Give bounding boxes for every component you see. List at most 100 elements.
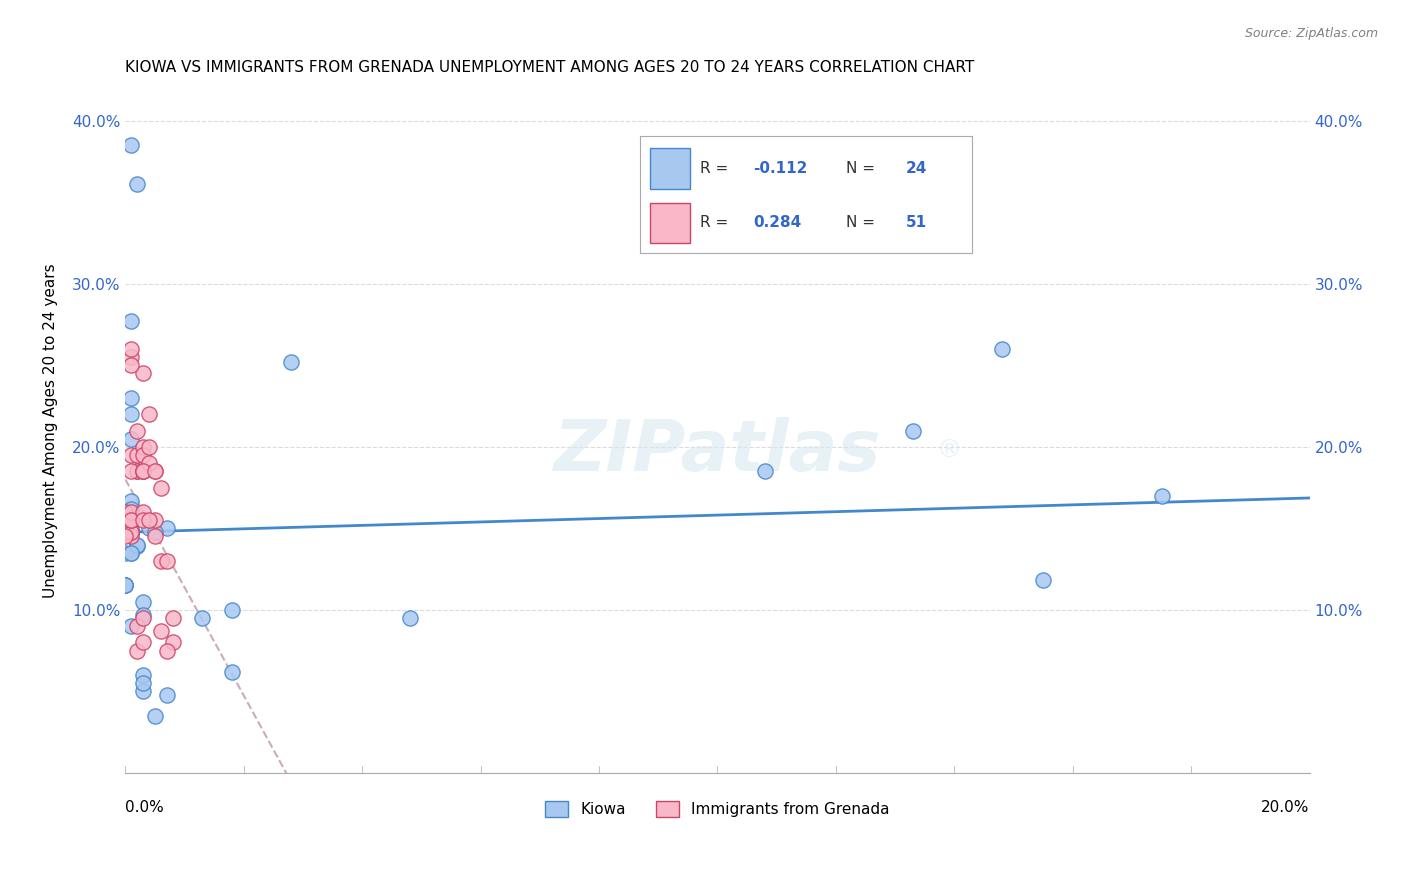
Point — [127, 538, 149, 552]
Point — [127, 424, 149, 438]
Point — [143, 513, 166, 527]
Point — [221, 603, 243, 617]
Point — [120, 513, 142, 527]
Point — [120, 359, 142, 373]
Text: Source: ZipAtlas.com: Source: ZipAtlas.com — [1244, 27, 1378, 40]
Text: 0.0%: 0.0% — [125, 800, 165, 815]
Point — [120, 493, 142, 508]
Point — [191, 611, 214, 625]
Point — [138, 407, 160, 421]
Point — [280, 355, 302, 369]
Point — [114, 578, 136, 592]
Point — [114, 513, 136, 527]
Point — [138, 440, 160, 454]
Point — [114, 505, 136, 519]
Point — [138, 521, 160, 535]
Point — [127, 643, 149, 657]
Point — [120, 524, 142, 539]
Point — [127, 464, 149, 478]
Point — [120, 524, 142, 539]
Point — [120, 501, 142, 516]
Point — [132, 594, 155, 608]
Point — [120, 448, 142, 462]
Point — [114, 524, 136, 539]
Point — [120, 513, 142, 527]
Point — [156, 554, 179, 568]
Point — [990, 342, 1012, 356]
Point — [143, 524, 166, 539]
Point — [127, 464, 149, 478]
Point — [120, 524, 142, 539]
Point — [114, 578, 136, 592]
Point — [143, 529, 166, 543]
Legend: Kiowa, Immigrants from Grenada: Kiowa, Immigrants from Grenada — [538, 795, 896, 823]
Text: KIOWA VS IMMIGRANTS FROM GRENADA UNEMPLOYMENT AMONG AGES 20 TO 24 YEARS CORRELAT: KIOWA VS IMMIGRANTS FROM GRENADA UNEMPLO… — [125, 60, 974, 75]
Point — [754, 464, 776, 478]
Point — [132, 505, 155, 519]
Point — [120, 513, 142, 527]
Point — [120, 464, 142, 478]
Point — [1150, 489, 1173, 503]
Point — [138, 456, 160, 470]
Text: ®: ® — [936, 439, 962, 463]
Point — [120, 314, 142, 328]
Point — [132, 513, 155, 527]
Point — [398, 611, 420, 625]
Point — [120, 619, 142, 633]
Point — [132, 464, 155, 478]
Point — [120, 350, 142, 364]
Point — [120, 529, 142, 543]
Point — [120, 523, 142, 537]
Point — [114, 524, 136, 539]
Point — [114, 546, 136, 560]
Y-axis label: Unemployment Among Ages 20 to 24 years: Unemployment Among Ages 20 to 24 years — [44, 263, 58, 598]
Point — [138, 513, 160, 527]
Point — [132, 611, 155, 625]
Point — [120, 432, 142, 446]
Point — [127, 448, 149, 462]
Point — [132, 448, 155, 462]
Point — [120, 138, 142, 153]
Point — [143, 464, 166, 478]
Point — [114, 524, 136, 539]
Point — [120, 546, 142, 560]
Point — [114, 505, 136, 519]
Point — [132, 668, 155, 682]
Point — [120, 546, 142, 560]
Point — [221, 665, 243, 679]
Point — [156, 688, 179, 702]
Point — [127, 539, 149, 553]
Point — [114, 529, 136, 543]
Point — [120, 523, 142, 537]
Point — [132, 464, 155, 478]
Text: 20.0%: 20.0% — [1261, 800, 1309, 815]
Point — [132, 440, 155, 454]
Point — [132, 676, 155, 690]
Point — [143, 464, 166, 478]
Point — [901, 424, 924, 438]
Point — [120, 524, 142, 539]
Point — [120, 391, 142, 405]
Point — [120, 407, 142, 421]
Point — [114, 513, 136, 527]
Point — [143, 708, 166, 723]
Point — [132, 367, 155, 381]
Point — [127, 619, 149, 633]
Point — [120, 524, 142, 539]
Point — [132, 607, 155, 622]
Point — [149, 624, 172, 638]
Point — [132, 635, 155, 649]
Point — [162, 611, 184, 625]
Point — [132, 464, 155, 478]
Text: ZIPatlas: ZIPatlas — [554, 417, 882, 485]
Point — [132, 684, 155, 698]
Point — [114, 578, 136, 592]
Point — [120, 342, 142, 356]
Point — [1032, 574, 1054, 588]
Point — [149, 554, 172, 568]
Point — [120, 505, 142, 519]
Point — [156, 643, 179, 657]
Point — [127, 178, 149, 192]
Point — [162, 635, 184, 649]
Point — [120, 513, 142, 527]
